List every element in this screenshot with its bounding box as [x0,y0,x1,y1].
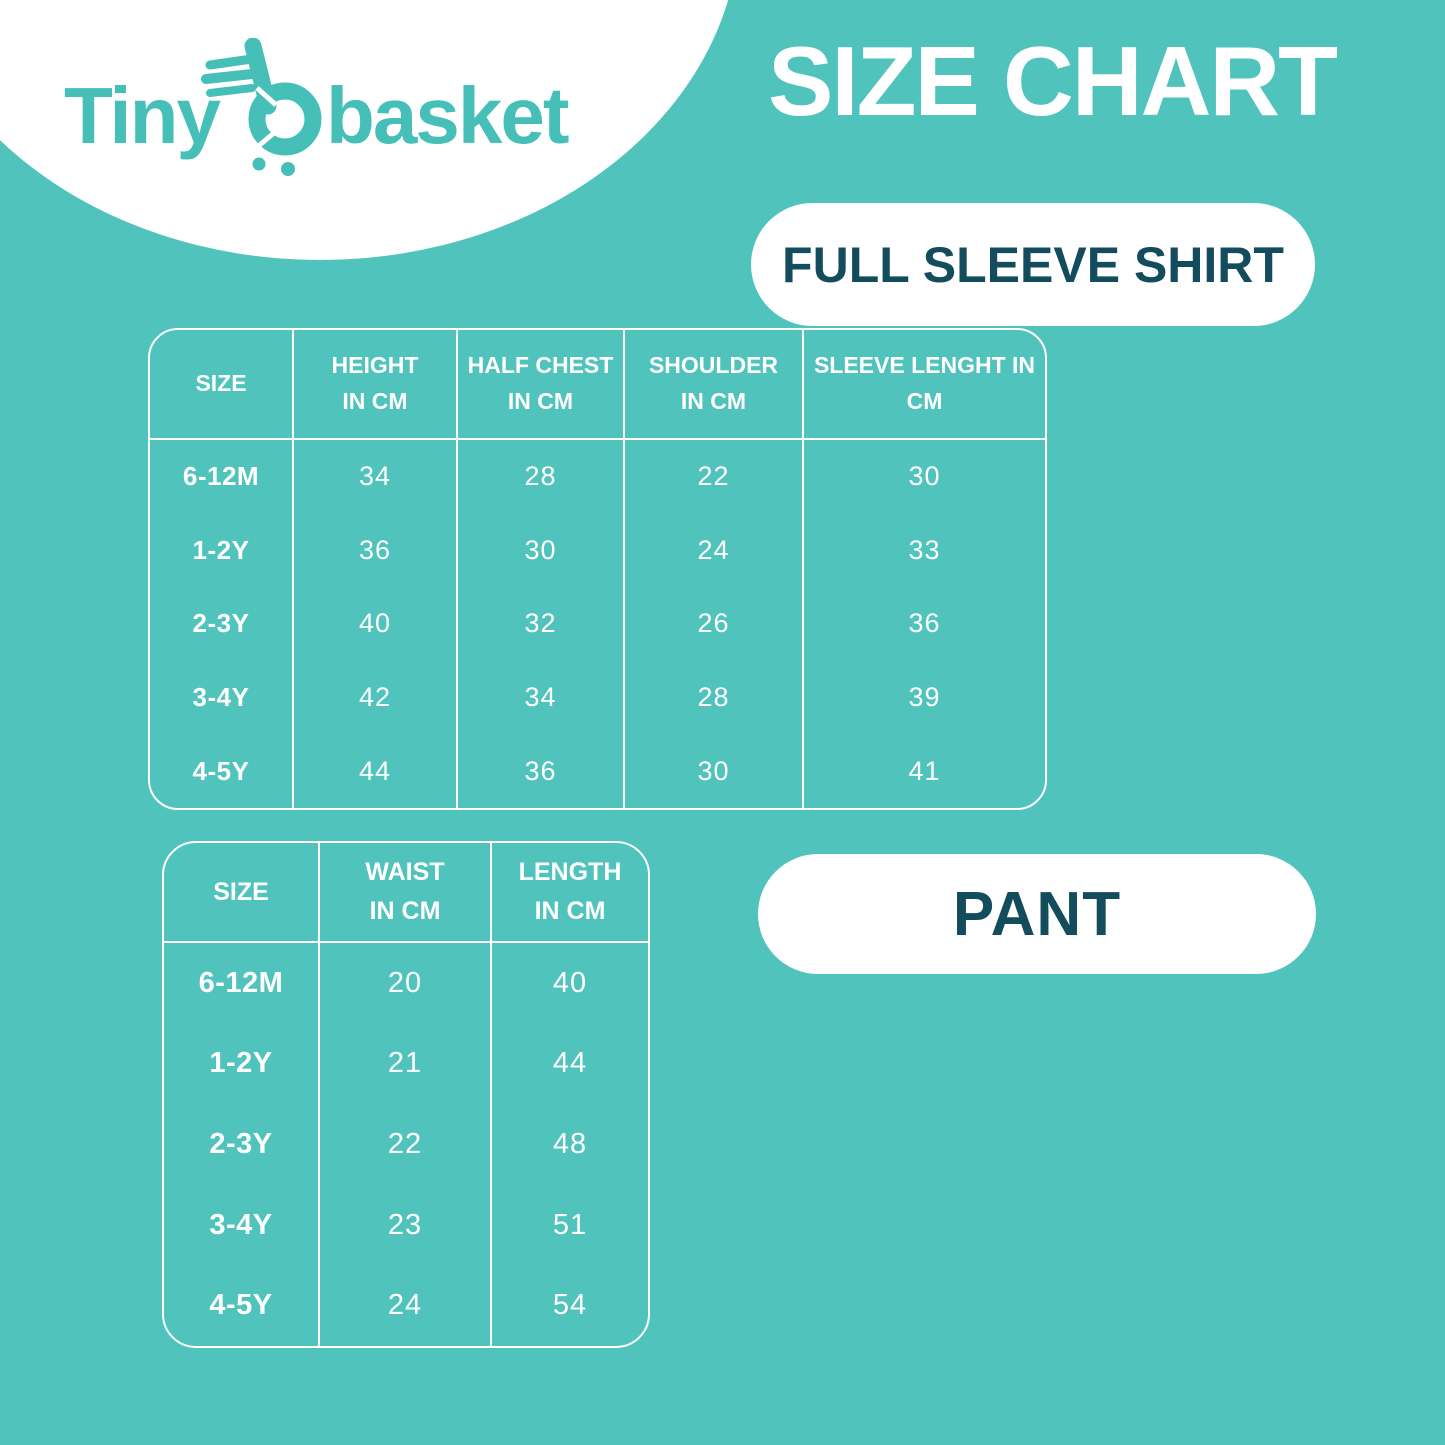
value-cell: 20 [320,943,492,1024]
value-cell: 23 [320,1184,492,1266]
value-cell: 42 [294,660,458,735]
value-cell: 28 [458,440,625,514]
value-cell: 30 [625,734,804,808]
value-cell: 30 [458,513,625,588]
pant-size-table: SIZE WAIST IN CM LENGTH IN CM 6-12M 20 40 1-2Y 21… [162,841,650,1348]
shirt-size-table: SIZE HEIGHT IN CM HALF CHEST IN CM SHOULDER IN… [148,328,1047,810]
value-cell: 44 [552,1047,588,1080]
value-cell: 22 [625,440,804,514]
value-cell: 28 [625,660,804,735]
logo-word-tiny: Tiny [64,71,221,160]
size-label-cell: 4-5Y [164,1265,320,1346]
value-cell: 54 [552,1289,588,1322]
shirt-section-pill: FULL SLEEVE SHIRT [751,203,1315,326]
value-cell: 21 [320,1023,492,1105]
column-header: HEIGHT IN CM [294,330,458,440]
size-label-cell: 3-4Y [164,1184,320,1266]
value-cell: 24 [625,513,804,588]
page-title: SIZE CHART [768,26,1338,136]
value-cell: 36 [908,608,941,639]
value-cell: 51 [552,1208,588,1241]
value-cell: 33 [908,534,941,565]
size-label-cell: 4-5Y [150,734,294,808]
pant-section-label: PANT [952,879,1122,949]
value-cell: 22 [320,1104,492,1185]
value-cell: 36 [294,513,458,588]
column-header: SIZE [150,330,294,440]
size-label-cell: 6-12M [150,440,294,514]
value-cell: 26 [625,587,804,661]
size-label-cell: 1-2Y [150,513,294,588]
column-header: WAIST IN CM [320,843,492,943]
size-label-cell: 2-3Y [150,587,294,661]
value-cell: 24 [320,1265,492,1346]
value-cell: 40 [294,587,458,661]
value-cell: 44 [294,734,458,808]
column-header: SLEEVE LENGHT IN CM [804,330,1045,440]
value-cell: 36 [458,734,625,808]
pant-section-pill: PANT [758,854,1316,974]
column-header: HALF CHEST IN CM [458,330,625,440]
shirt-section-label: FULL SLEEVE SHIRT [782,236,1284,293]
value-cell: 30 [908,461,941,492]
size-label-cell: 6-12M [164,943,320,1024]
size-label-cell: 2-3Y [164,1104,320,1185]
size-label-cell: 3-4Y [150,660,294,735]
value-cell: 34 [294,440,458,514]
value-cell: 48 [552,1127,588,1160]
value-cell: 34 [458,660,625,735]
column-header: SHOULDER IN CM [625,330,804,440]
size-label-cell: 1-2Y [164,1023,320,1105]
value-cell: 41 [908,755,941,786]
column-header: LENGTH IN CM [492,843,648,943]
value-cell: 32 [458,587,625,661]
logo-word-basket: basket [326,71,569,160]
value-cell: 39 [908,682,941,713]
value-cell: 40 [552,966,588,999]
column-header: SIZE [164,843,320,943]
cart-basket-icon [201,38,322,176]
